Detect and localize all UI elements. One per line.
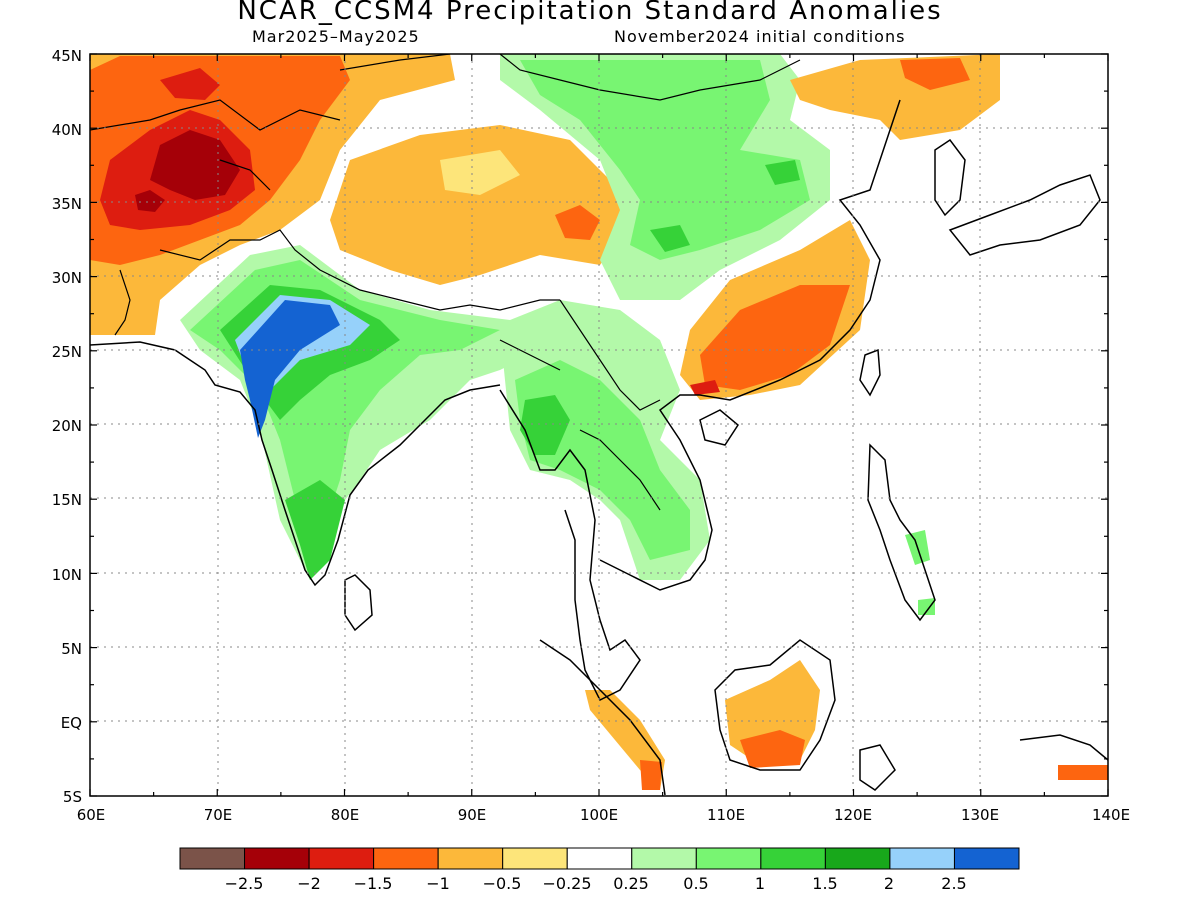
colorbar-swatch <box>308 847 375 870</box>
colorbar-swatch <box>760 847 826 870</box>
map-title: NCAR_CCSM4 Precipitation Standard Anomal… <box>237 0 943 26</box>
colorbar-label: −0.25 <box>542 874 591 893</box>
lat-label: 20N <box>52 417 82 435</box>
lon-axis-labels: 60E 70E 80E 90E 100E 110E 120E 130E 140E <box>77 806 1130 824</box>
wet-anomaly-north-china-strong <box>650 160 800 252</box>
colorbar-label: −2.5 <box>225 874 264 893</box>
wet-anomaly-philippines <box>905 530 935 615</box>
colorbar-label: −0.5 <box>483 874 522 893</box>
colorbar-labels: −2.5 −2 −1.5 −1 −0.5 −0.25 0.25 0.5 1 1.… <box>225 874 967 893</box>
coastlines <box>90 99 1108 796</box>
colorbar-label: 2 <box>884 874 894 893</box>
wet-anomaly-india-south <box>285 480 345 580</box>
lat-label: 25N <box>52 343 82 361</box>
colorbar-swatch <box>502 847 568 870</box>
lat-label: 30N <box>52 269 82 287</box>
dry-anomaly-borneo-core <box>740 730 805 768</box>
country-borders <box>90 54 801 511</box>
colorbar-swatch <box>373 847 439 870</box>
dry-anomaly-tibet <box>330 125 625 285</box>
lon-label: 110E <box>707 806 745 824</box>
lon-label: 90E <box>458 806 487 824</box>
dry-anomaly-iran-core <box>135 190 165 212</box>
colorbar-label: −1 <box>426 874 450 893</box>
colorbar-swatch <box>824 847 891 870</box>
colorbar <box>179 847 1020 870</box>
colorbar-swatch <box>244 847 310 870</box>
colorbar-swatch <box>631 847 697 870</box>
dry-anomaly-northeast-core <box>900 58 970 90</box>
lon-label: 60E <box>77 806 106 824</box>
lon-label: 140E <box>1092 806 1130 824</box>
colorbar-swatch <box>889 847 955 870</box>
lat-label: 5S <box>63 788 82 806</box>
colorbar-label: 0.25 <box>613 874 649 893</box>
lat-label: EQ <box>61 714 82 732</box>
initial-conditions: November2024 initial conditions <box>614 27 906 46</box>
lat-label: 35N <box>52 195 82 213</box>
dry-anomaly-guangxi-strong <box>690 380 720 395</box>
lat-label: 40N <box>52 121 82 139</box>
colorbar-swatch <box>437 847 504 870</box>
lon-label: 80E <box>331 806 360 824</box>
lat-label: 45N <box>52 47 82 65</box>
colorbar-swatch <box>695 847 762 870</box>
lon-label: 100E <box>580 806 618 824</box>
dry-anomaly-tibet-core <box>555 205 600 240</box>
colorbar-label: −1.5 <box>354 874 393 893</box>
colorbar-label: 1.5 <box>812 874 837 893</box>
dry-anomaly-south-china-core <box>700 285 850 390</box>
colorbar-label: 0.5 <box>683 874 708 893</box>
wet-anomaly-india-core <box>240 300 340 438</box>
anomaly-field <box>90 54 1108 796</box>
lat-axis-labels: 45N 40N 35N 30N 25N 20N 15N 10N 5N EQ 5S <box>52 47 82 806</box>
dry-anomaly-tibet-light <box>440 150 520 195</box>
forecast-period: Mar2025–May2025 <box>252 27 420 46</box>
wet-anomaly-north-china-core <box>520 60 810 260</box>
lon-label: 120E <box>834 806 872 824</box>
colorbar-swatch <box>179 847 246 870</box>
colorbar-label: 1 <box>755 874 765 893</box>
grid-lines <box>90 54 1108 796</box>
wet-anomaly-myanmar-core <box>520 395 570 455</box>
lat-label: 5N <box>61 640 82 658</box>
dry-anomaly-afghanistan-core <box>150 130 240 200</box>
axis-ticks <box>89 53 1109 797</box>
colorbar-swatch <box>566 847 633 870</box>
colorbar-label: −2 <box>297 874 321 893</box>
lon-label: 70E <box>204 806 233 824</box>
dry-anomaly-kazakh <box>160 68 220 100</box>
lat-label: 10N <box>52 566 82 584</box>
lon-label: 130E <box>961 806 999 824</box>
lat-label: 15N <box>52 491 82 509</box>
colorbar-label: 2.5 <box>941 874 966 893</box>
colorbar-swatch <box>953 847 1020 870</box>
